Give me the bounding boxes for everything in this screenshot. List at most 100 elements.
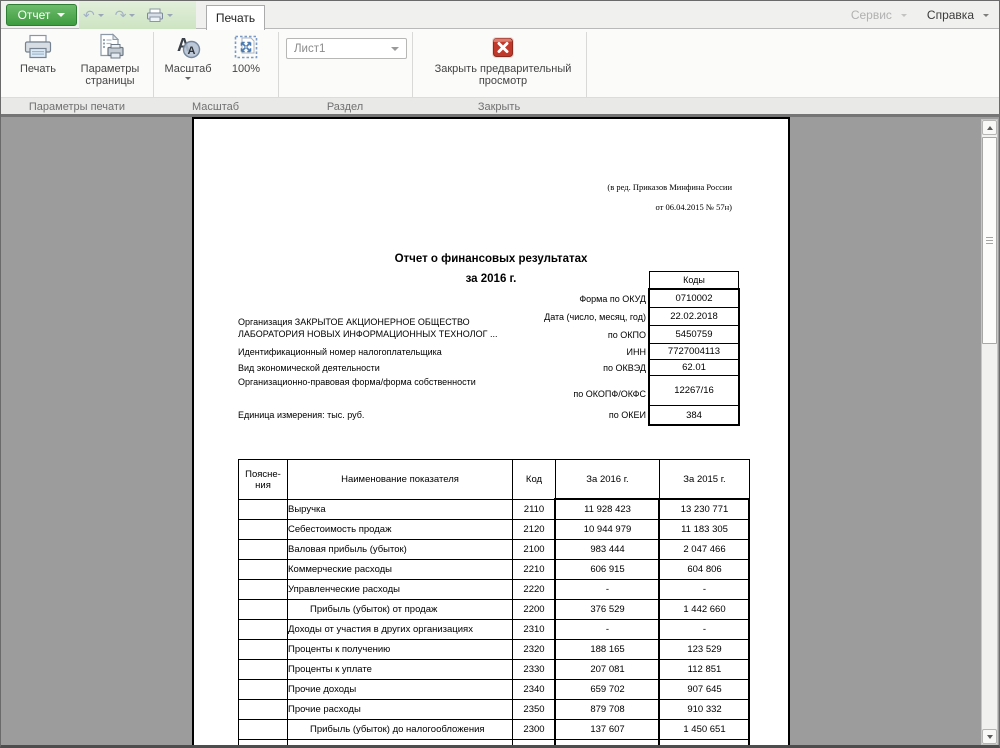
ribbon: Печать Параметры страницы: [1, 29, 999, 114]
col-header-2015: За 2015 г.: [659, 459, 750, 500]
code-value: 62.01: [650, 360, 738, 376]
quick-print-icon[interactable]: [146, 8, 164, 23]
group-label-close: Закрыть: [477, 100, 521, 113]
vertical-scrollbar[interactable]: [981, 119, 998, 745]
redo-icon[interactable]: ↷: [114, 7, 127, 23]
zoom-100-icon: [233, 32, 259, 62]
print-button[interactable]: Печать: [9, 32, 67, 96]
document-page: (в ред. Приказов Минфина России от 06.04…: [192, 117, 790, 745]
group-separator: [153, 32, 154, 114]
inn-label: Идентификационный номер налогоплательщик…: [238, 347, 442, 357]
code-value: 0710002: [650, 290, 738, 308]
arrow-down-icon: [986, 734, 993, 739]
table-row: Коммерческие расходы 2210 606 915 604 806: [238, 559, 750, 580]
table-row: Прибыль (убыток) до налогообложения 2300 1…: [238, 719, 750, 740]
code-label: по ОКОПФ/ОКФС: [573, 389, 646, 399]
chevron-down-icon: [983, 13, 989, 17]
group-label-section: Раздел: [326, 100, 364, 113]
code-label: Дата (число, месяц, год): [544, 312, 646, 322]
svg-text:A: A: [188, 45, 196, 57]
table-row: Выручка 2110 11 928 423 13 230 771: [238, 499, 750, 520]
group-separator: [412, 32, 413, 114]
page-setup-button-label: Параметры страницы: [80, 63, 140, 87]
code-value: 7727004113: [650, 344, 738, 360]
chevron-down-icon: [57, 13, 66, 17]
table-row: Себестоимость продаж 2120 10 944 979 11 183…: [238, 519, 750, 540]
edition-note-line1: (в ред. Приказов Минфина России: [607, 182, 732, 192]
menubar: Сервис Справка: [851, 8, 989, 22]
code-label: по ОКВЭД: [603, 363, 646, 373]
organization-name: Организация ЗАКРЫТОЕ АКЦИОНЕРНОЕ ОБЩЕСТВ…: [238, 317, 497, 340]
titlebar: Отчет ↶ ↷ Печать Сервис: [1, 1, 999, 30]
edition-note-line2: от 06.04.2015 № 57н): [655, 201, 732, 212]
organization-line1: Организация ЗАКРЫТОЕ АКЦИОНЕРНОЕ ОБЩЕСТВ…: [238, 317, 470, 327]
sheet-selector[interactable]: Лист1: [286, 38, 407, 59]
edition-note: (в ред. Приказов Минфина России от 06.04…: [607, 178, 732, 217]
scroll-down-button[interactable]: [982, 729, 997, 744]
menu-service[interactable]: Сервис: [851, 8, 907, 22]
menu-help[interactable]: Справка: [927, 8, 989, 22]
group-separator: [278, 32, 279, 114]
quick-access-toolbar: ↶ ↷: [79, 1, 196, 29]
chevron-down-icon: [185, 77, 191, 80]
organization-line2: ЛАБОРАТОРИЯ НОВЫХ ИНФОРМАЦИОННЫХ ТЕХНОЛО…: [238, 328, 498, 339]
scale-button-label: Масштаб: [164, 63, 212, 75]
document-content: (в ред. Приказов Минфина России от 06.04…: [194, 119, 788, 745]
group-label-print-settings: Параметры печати: [28, 100, 126, 113]
menu-help-label: Справка: [926, 8, 974, 22]
table-row: Валовая прибыль (убыток) 2100 983 444 2 047…: [238, 539, 750, 560]
unit-label: Единица измерения: тыс. руб.: [238, 410, 365, 420]
table-row: Прочие доходы 2340 659 702 907 645: [238, 679, 750, 700]
undo-icon[interactable]: ↶: [83, 7, 95, 23]
table-row: Прибыль (убыток) от продаж 2200 376 529 1 4…: [238, 599, 750, 620]
group-label-scale: Масштаб: [191, 100, 240, 113]
codes-box: 0710002 22.02.2018 5450759 7727004113 62…: [648, 288, 740, 426]
print-dropdown-icon[interactable]: [167, 13, 174, 17]
close-preview-label: Закрыть предварительный просмотр: [434, 63, 572, 87]
scale-button[interactable]: A A Масштаб: [157, 32, 219, 96]
code-label: Форма по ОКУД: [579, 294, 646, 304]
code-label: по ОКПО: [607, 330, 646, 340]
undo-dropdown-icon[interactable]: [97, 13, 104, 17]
scroll-up-button[interactable]: [982, 120, 997, 135]
col-header-code: Код: [512, 459, 556, 500]
arrow-up-icon: [986, 125, 993, 130]
table-row: Прочие расходы 2350 879 708 910 332: [238, 699, 750, 720]
zoom-letter-icon: A A: [174, 32, 202, 62]
legal-form-label: Организационно-правовая форма/форма собс…: [238, 377, 476, 387]
scrollbar-thumb[interactable]: [982, 137, 997, 344]
table-header-row: Поясне- ния Наименование показателя Код …: [238, 459, 750, 500]
sheet-selector-value: Лист1: [294, 42, 326, 55]
zoom-100-label: 100%: [231, 63, 261, 75]
financial-results-table: Поясне- ния Наименование показателя Код …: [238, 459, 750, 745]
col-header-notes: Поясне- ния: [238, 459, 288, 500]
zoom-100-button[interactable]: 100%: [222, 32, 270, 96]
table-row: [238, 739, 750, 745]
scrollbar-grip-icon: [986, 235, 993, 246]
codes-header-cell: Коды: [649, 271, 739, 289]
table-row: Проценты к уплате 2330 207 081 112 851: [238, 659, 750, 680]
code-label: по ОКЕИ: [608, 410, 646, 420]
printer-icon: [23, 32, 53, 62]
page-title: Отчет о финансовых результатах: [394, 253, 588, 265]
page-setup-button[interactable]: Параметры страницы: [67, 32, 153, 96]
tab-print[interactable]: Печать: [206, 5, 265, 30]
code-label: ИНН: [626, 347, 646, 357]
code-value: 5450759: [650, 326, 738, 344]
report-menu-button[interactable]: Отчет: [6, 4, 77, 26]
close-icon: [490, 32, 516, 62]
table-row: Доходы от участия в других организациях 2…: [238, 619, 750, 640]
activity-label: Вид экономической деятельности: [238, 363, 380, 373]
print-button-label: Печать: [19, 63, 57, 75]
table-row: Управленческие расходы 2220- -: [238, 579, 750, 600]
table-row: Проценты к получению 2320 188 165 123 529: [238, 639, 750, 660]
redo-dropdown-icon[interactable]: [129, 13, 136, 17]
menu-service-label: Сервис: [850, 8, 892, 22]
col-header-2016: За 2016 г.: [555, 459, 660, 500]
code-value: 384: [686, 409, 702, 421]
ribbon-group-labels: Параметры печати Масштаб Раздел Закрыть: [1, 97, 999, 114]
group-separator: [586, 32, 587, 114]
col-header-name: Наименование показателя: [287, 459, 513, 500]
close-preview-button[interactable]: Закрыть предварительный просмотр: [424, 32, 582, 96]
